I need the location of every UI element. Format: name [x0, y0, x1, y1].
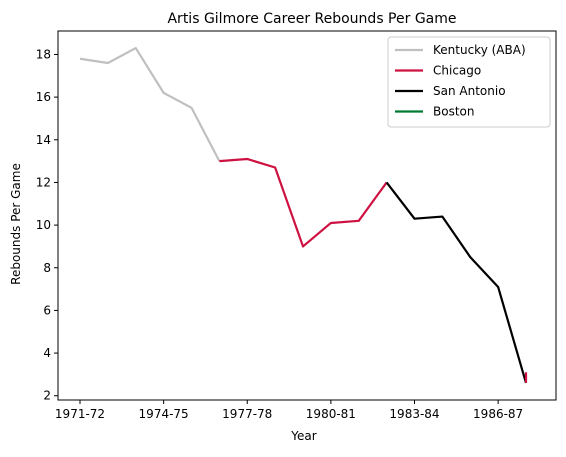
y-tick-label: 16: [36, 90, 51, 104]
plot-frame: [57, 30, 557, 401]
x-tick-label: 1980-81: [306, 407, 356, 421]
y-tick-label: 14: [36, 133, 51, 147]
series-line-chicago: [219, 157, 388, 248]
legend-label: San Antonio: [433, 84, 506, 98]
y-tick-label: 4: [43, 346, 51, 360]
series-line-kentucky-aba: [79, 46, 221, 162]
y-tick-label: 12: [36, 175, 51, 189]
x-tick-label: 1974-75: [139, 407, 189, 421]
x-axis-label: Year: [290, 429, 316, 443]
chart-title: Artis Gilmore Career Rebounds Per Game: [167, 11, 456, 27]
y-axis-label: Rebounds Per Game: [9, 163, 23, 285]
x-tick-label: 1983-84: [389, 407, 439, 421]
legend-box: [387, 36, 551, 128]
series-line-san-antonio: [385, 181, 528, 384]
series-lines: [79, 46, 528, 384]
legend-label: Boston: [433, 105, 474, 119]
x-tick-label: 1977-78: [222, 407, 272, 421]
y-tick-label: 6: [43, 303, 51, 317]
legend-label: Kentucky (ABA): [433, 43, 526, 57]
x-tick-label: 1971-72: [55, 407, 105, 421]
y-tick-label: 2: [43, 389, 51, 403]
legend: Kentucky (ABA) Chicago San Antonio Boston: [387, 36, 551, 128]
y-tick-label: 10: [36, 218, 51, 232]
axis-ticks: 2 4 6 8 10 12 14 16 18 1971-72 1974-75 1977-78 1980-…: [36, 47, 523, 421]
x-tick-label: 1986-87: [473, 407, 523, 421]
y-tick-label: 8: [43, 261, 51, 275]
y-tick-label: 18: [36, 47, 51, 61]
legend-label: Chicago: [433, 64, 481, 78]
